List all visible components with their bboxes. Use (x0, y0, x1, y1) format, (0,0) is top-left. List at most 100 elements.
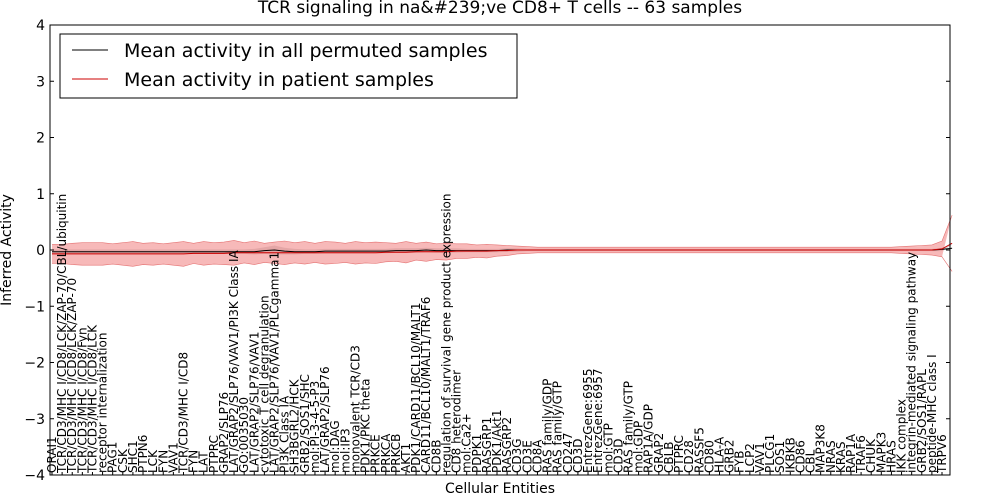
y-tick-label: 1 (36, 187, 45, 203)
x-tick-label: MAPK3 (874, 432, 888, 473)
chart-title: TCR signaling in na&#239;ve CD8+ T cells… (257, 0, 742, 18)
y-tick-label: −3 (24, 412, 45, 428)
x-tick-label: mol:IP3 (338, 428, 352, 473)
x-tick-label: GRAP2 (652, 433, 666, 473)
x-tick-label: mol:DAG (328, 420, 342, 473)
x-tick-label: CBLB (662, 441, 676, 473)
x-tick-label: TCR/CD3/MHC I/CD8/LCK/ZAP-70/CBL/ubiquit… (55, 194, 69, 474)
x-tick-label: PAG1 (106, 442, 120, 473)
x-tick-label: FYB (733, 451, 747, 473)
legend-box (59, 33, 518, 99)
x-tick-label: EntrezGene:6955 (581, 369, 595, 474)
x-tick-label: TRPV6 (935, 434, 949, 474)
x-tick-label: cytotoxic T cell degranulation (257, 295, 271, 473)
axis-ticks: −4 −3 −2 −1 0 1 2 3 4 (24, 18, 950, 484)
x-tick-label: CSK (116, 448, 130, 473)
x-tick-label: monovalent TCR/CD3 (348, 345, 362, 473)
x-tick-label: VAV1 (166, 442, 180, 473)
x-tick-label: LCK (146, 449, 160, 473)
x-tick-label: RAS family/GTP (622, 381, 636, 473)
x-tick-label: CD80 (702, 440, 716, 473)
x-tick-label: LAT/GRAP2/SLP76/VAV1/PLCgamma1 (268, 252, 282, 473)
x-tick-label: LAT (197, 451, 211, 473)
x-tick-label: LAT/GRAP2/SLP76/VAV1 (247, 332, 261, 473)
x-tick-label: CD28 (682, 440, 696, 473)
x-tick-label: CD247 (561, 432, 575, 473)
x-tick-label: PTPRC (207, 435, 221, 473)
y-tick-label: 2 (36, 131, 45, 147)
x-tick-label: PDK1/Akt1 (490, 409, 504, 473)
x-tick-label: AKT1 (399, 443, 413, 473)
x-tick-label: CD8B (429, 440, 443, 474)
x-tick-label: TCR/CD3/MHC I/CD8/LCK (86, 324, 100, 474)
x-tick-label: CBL (804, 449, 818, 473)
x-tick-label: RASGRP2 (500, 417, 514, 473)
confidence-bands (52, 214, 953, 272)
x-tick-label: PI3K Class IA (278, 395, 292, 473)
legend-label-patient: Mean activity in patient samples (124, 69, 434, 91)
y-tick-label: 0 (36, 243, 45, 259)
x-tick-label: PRKCB (389, 434, 403, 473)
x-tick-label: RASSF5 (692, 427, 706, 473)
x-tick-label: CD8A (531, 439, 545, 473)
series-line-patient (52, 242, 953, 255)
band-upper-edge-patient (52, 214, 953, 248)
x-tick-label: PTPN6 (136, 435, 150, 473)
x-tick-label: CD3G (510, 438, 524, 473)
y-tick-label: −4 (24, 468, 45, 484)
x-tick-label: mol:PI-3-4-5-P3 (308, 381, 322, 473)
x-tick-label: IKK complex (895, 399, 909, 473)
x-tick-label: CD86 (793, 440, 807, 473)
x-tick-label: ORAI1 (45, 436, 59, 473)
x-tick-label: TRAF6 (854, 435, 868, 474)
x-tick-label: PRKCE (369, 434, 383, 473)
x-tick-label: HLA-A (713, 436, 727, 473)
x-axis-label: Cellular Entities (445, 481, 555, 497)
x-tick-label: RASGRP1 (480, 417, 494, 473)
x-tick-label: mol:GDP (632, 421, 646, 473)
x-tick-label: GRB2/SOS1/RAPL (915, 369, 929, 473)
x-tick-label: PTPRC (672, 435, 686, 473)
y-axis-label: Inferred Activity (0, 194, 15, 306)
x-tick-label: HRAS (884, 440, 898, 473)
x-tick-label: PDK1/CARD11/BCL10/MALT1 (409, 303, 423, 473)
x-tick-label: GO:0035030 (237, 397, 251, 473)
x-tick-label: LAT/GRAP2/SLP76 (318, 366, 332, 473)
y-tick-label: 3 (36, 74, 45, 90)
x-tick-label: integrin-mediated signaling pathway (905, 252, 919, 473)
x-tick-label: RAP1A (844, 433, 858, 473)
x-tick-label: TCR/CD3/MHC I/CD8/LCK/ZAP-70 (65, 278, 79, 474)
x-tick-label: VAV1 (753, 442, 767, 473)
x-tick-label: LAT/GRAP2/SLP76/VAV1/PI3K Class IA (227, 249, 241, 473)
x-tick-label: RAP1A/GDP (642, 404, 656, 473)
x-tick-label: CD3D (571, 439, 585, 474)
x-tick-label: PRKCA (379, 433, 393, 473)
x-tick-label: PDK1/PKC theta (359, 379, 373, 473)
x-tick-label: EntrezGene:6957 (591, 369, 605, 474)
legend-label-permuted: Mean activity in all permuted samples (124, 40, 487, 62)
legend: Mean activity in all permuted samples Me… (59, 33, 518, 99)
x-tick-label: FYN (187, 450, 201, 473)
x-tick-label: regulation of survival gene product expr… (439, 194, 453, 473)
x-tick-label: CD8 heterodimer (450, 370, 464, 473)
band-patient (52, 215, 953, 267)
x-tick-label: mol:Ca2+ (460, 413, 474, 473)
x-tick-label: RAS family/GDP (541, 379, 555, 473)
y-tick-label: 4 (36, 18, 45, 34)
series-lines (52, 242, 953, 255)
x-tick-label: CD3E (520, 440, 534, 473)
x-tick-label: CD3D (611, 439, 625, 474)
x-tick-label: NRAS (824, 440, 838, 473)
x-tick-label: SOS1 (773, 441, 787, 473)
x-tick-label: CHUK (864, 438, 878, 473)
x-tick-label: LCP2 (743, 443, 757, 473)
x-tick-label: GRAP2/SLP76 (217, 392, 231, 473)
x-tick-label: IKBKB (783, 437, 797, 473)
x-tick-label: MAP3K8 (814, 424, 828, 473)
x-tick-label: TCR/CD3/MHC I/CD8 (177, 352, 191, 474)
x-tick-label: mol:GTP (601, 423, 615, 473)
x-tick-label: receptor internalization (96, 333, 110, 473)
x-tick-label: peptide-MHC class I (925, 354, 939, 473)
